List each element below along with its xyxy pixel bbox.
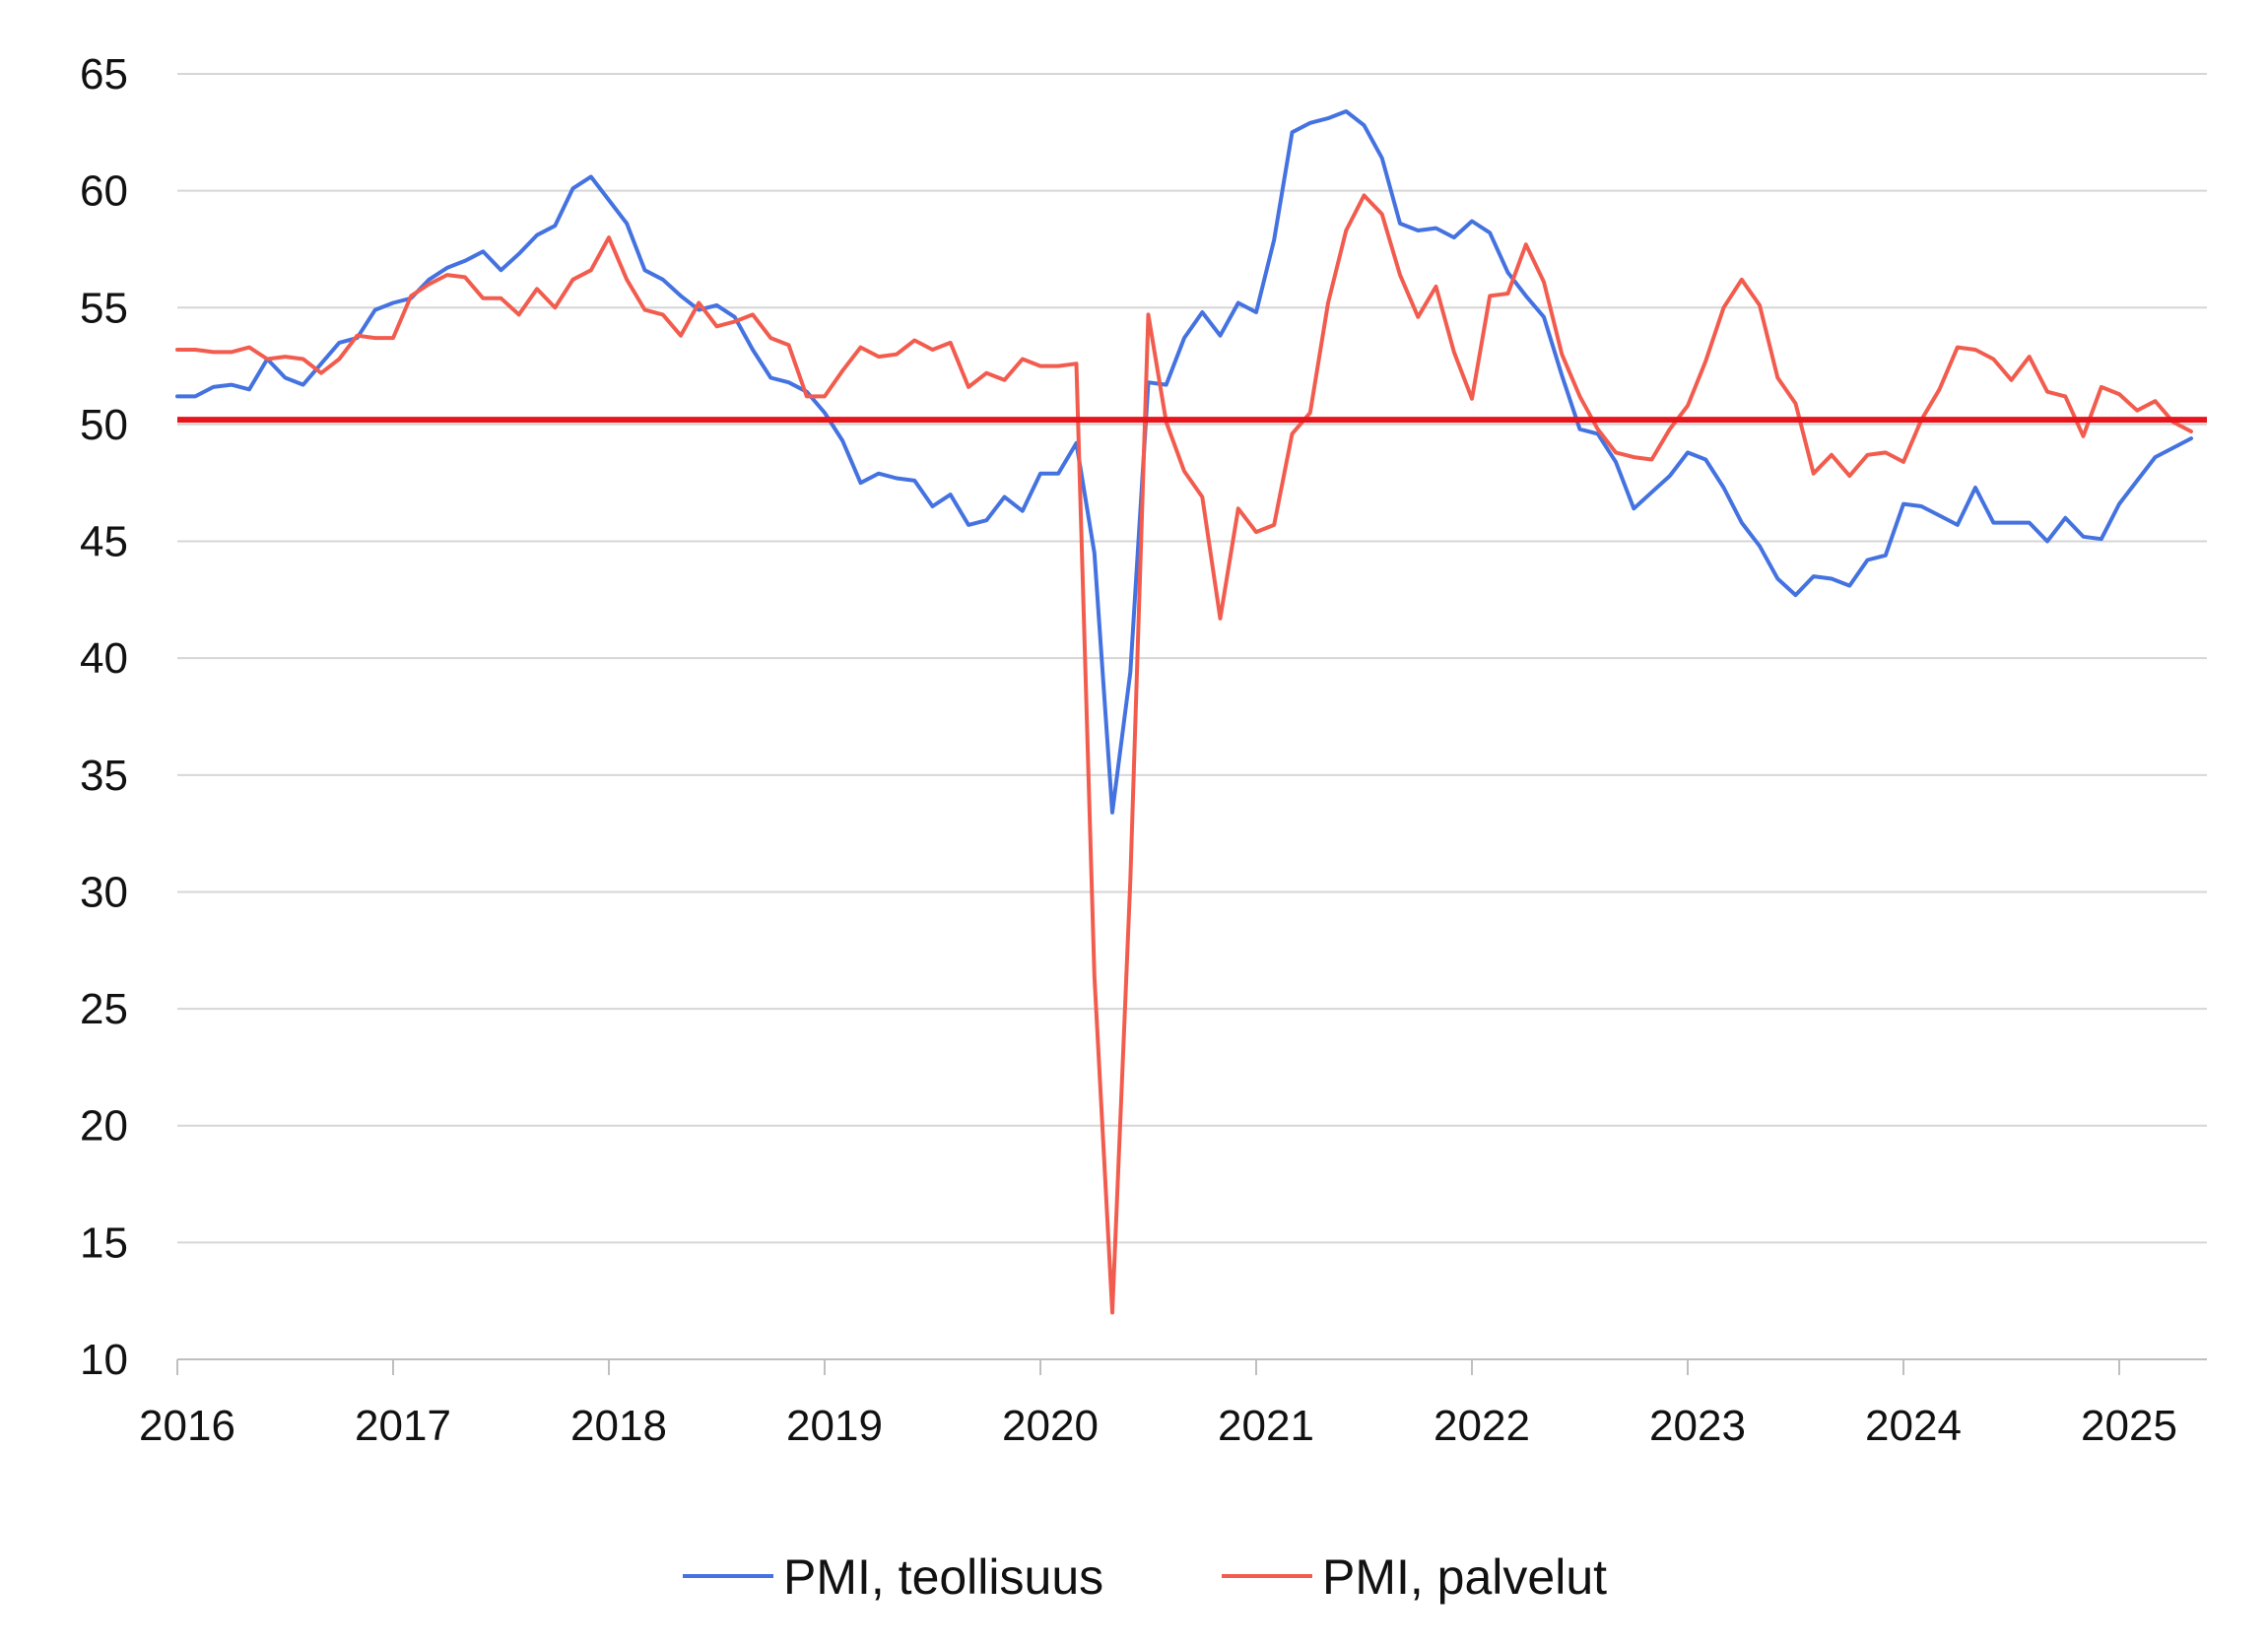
x-tick-label-2020: 2020	[1002, 1402, 1099, 1450]
y-tick-label-65: 65	[80, 50, 128, 99]
legend: PMI, teollisuus PMI, palvelut	[683, 1549, 1607, 1605]
y-tick-label-60: 60	[80, 167, 128, 216]
y-tick-label-15: 15	[80, 1218, 128, 1267]
y-tick-label-45: 45	[80, 518, 128, 566]
y-tick-label-55: 55	[80, 284, 128, 332]
x-tick-label-2018: 2018	[570, 1402, 667, 1450]
y-axis-tick-labels: 10 15 20 25 30 35 40 45 50 55 60 65	[80, 50, 128, 1384]
x-tick-label-2025: 2025	[2081, 1402, 2177, 1450]
grid-lines	[177, 73, 2207, 1244]
y-tick-label-10: 10	[80, 1336, 128, 1384]
y-tick-label-20: 20	[80, 1102, 128, 1151]
y-tick-label-25: 25	[80, 985, 128, 1033]
series-line-palvelut	[175, 193, 2193, 1315]
x-axis-tick-labels: 2016 2017 2018 2019 2020 2021 2022 2023 2024 2025	[139, 1402, 2177, 1450]
x-tick-label-2024: 2024	[1865, 1402, 1962, 1450]
series-lines	[175, 109, 2193, 1315]
y-tick-label-40: 40	[80, 634, 128, 683]
x-axis-ticks	[176, 1359, 2120, 1375]
legend-label-palvelut: PMI, palvelut	[1322, 1549, 1607, 1605]
x-tick-label-2021: 2021	[1218, 1402, 1314, 1450]
series-line-teollisuus	[175, 109, 2193, 815]
x-tick-label-2023: 2023	[1649, 1402, 1746, 1450]
legend-label-teollisuus: PMI, teollisuus	[783, 1549, 1103, 1605]
y-tick-label-30: 30	[80, 868, 128, 916]
x-tick-label-2016: 2016	[139, 1402, 235, 1450]
y-tick-label-50: 50	[80, 401, 128, 449]
x-tick-label-2017: 2017	[355, 1402, 451, 1450]
x-tick-label-2022: 2022	[1434, 1402, 1530, 1450]
x-tick-label-2019: 2019	[786, 1402, 883, 1450]
y-tick-label-35: 35	[80, 752, 128, 800]
